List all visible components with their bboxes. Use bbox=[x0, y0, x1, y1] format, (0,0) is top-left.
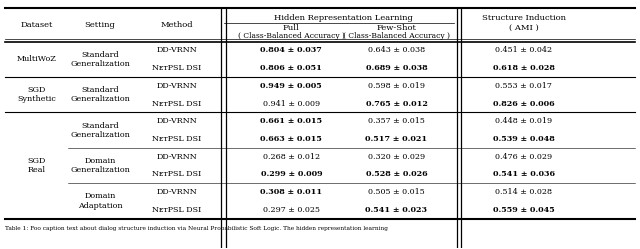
Text: 0.618 ± 0.028: 0.618 ± 0.028 bbox=[493, 64, 555, 72]
Text: NᴇᴛPSL DSI: NᴇᴛPSL DSI bbox=[152, 206, 201, 214]
Text: NᴇᴛPSL DSI: NᴇᴛPSL DSI bbox=[152, 171, 201, 179]
Text: ( Class-Balanced Accuracy ): ( Class-Balanced Accuracy ) bbox=[343, 32, 450, 40]
Text: 0.357 ± 0.015: 0.357 ± 0.015 bbox=[368, 117, 425, 125]
Text: Table 1: Foo caption text about dialog structure induction via Neural Probabilis: Table 1: Foo caption text about dialog s… bbox=[4, 226, 387, 231]
Text: Full: Full bbox=[283, 24, 300, 32]
Text: 0.297 ± 0.025: 0.297 ± 0.025 bbox=[263, 206, 320, 214]
Text: 0.553 ± 0.017: 0.553 ± 0.017 bbox=[495, 82, 552, 90]
Text: 0.539 ± 0.048: 0.539 ± 0.048 bbox=[493, 135, 555, 143]
Text: 0.528 ± 0.026: 0.528 ± 0.026 bbox=[365, 171, 428, 179]
Text: 0.661 ± 0.015: 0.661 ± 0.015 bbox=[260, 117, 323, 125]
Text: 0.541 ± 0.023: 0.541 ± 0.023 bbox=[365, 206, 428, 214]
Text: 0.541 ± 0.036: 0.541 ± 0.036 bbox=[493, 171, 555, 179]
Text: 0.826 ± 0.006: 0.826 ± 0.006 bbox=[493, 100, 555, 108]
Text: MultiWoZ: MultiWoZ bbox=[17, 55, 56, 63]
Text: 0.268 ± 0.012: 0.268 ± 0.012 bbox=[263, 153, 320, 161]
Text: 0.505 ± 0.015: 0.505 ± 0.015 bbox=[368, 188, 425, 196]
Text: 0.941 ± 0.009: 0.941 ± 0.009 bbox=[263, 100, 320, 108]
Text: SGD
Synthetic: SGD Synthetic bbox=[17, 86, 56, 103]
Text: NᴇᴛPSL DSI: NᴇᴛPSL DSI bbox=[152, 135, 201, 143]
Text: 0.308 ± 0.011: 0.308 ± 0.011 bbox=[260, 188, 323, 196]
Text: 0.643 ± 0.038: 0.643 ± 0.038 bbox=[368, 46, 425, 54]
Text: 0.949 ± 0.005: 0.949 ± 0.005 bbox=[260, 82, 322, 90]
Text: 0.320 ± 0.029: 0.320 ± 0.029 bbox=[368, 153, 425, 161]
Text: DD-VRNN: DD-VRNN bbox=[156, 153, 197, 161]
Text: Standard
Generalization: Standard Generalization bbox=[70, 122, 130, 139]
Text: DD-VRNN: DD-VRNN bbox=[156, 46, 197, 54]
Text: 0.299 ± 0.009: 0.299 ± 0.009 bbox=[260, 171, 322, 179]
Text: Setting: Setting bbox=[84, 21, 116, 29]
Text: 0.598 ± 0.019: 0.598 ± 0.019 bbox=[368, 82, 425, 90]
Text: Dataset: Dataset bbox=[20, 21, 52, 29]
Text: Few-Shot: Few-Shot bbox=[376, 24, 417, 32]
Text: 0.476 ± 0.029: 0.476 ± 0.029 bbox=[495, 153, 552, 161]
Text: Domain
Generalization: Domain Generalization bbox=[70, 157, 130, 174]
Text: Standard
Generalization: Standard Generalization bbox=[70, 51, 130, 68]
Text: DD-VRNN: DD-VRNN bbox=[156, 188, 197, 196]
Text: SGD
Real: SGD Real bbox=[28, 157, 45, 174]
Text: DD-VRNN: DD-VRNN bbox=[156, 82, 197, 90]
Text: ( Class-Balanced Accuracy ): ( Class-Balanced Accuracy ) bbox=[238, 32, 345, 40]
Text: DD-VRNN: DD-VRNN bbox=[156, 117, 197, 125]
Text: Method: Method bbox=[160, 21, 193, 29]
Text: 0.765 ± 0.012: 0.765 ± 0.012 bbox=[365, 100, 428, 108]
Text: Domain
Adaptation: Domain Adaptation bbox=[78, 192, 122, 210]
Text: ( AMI ): ( AMI ) bbox=[509, 24, 539, 32]
Text: 0.804 ± 0.037: 0.804 ± 0.037 bbox=[260, 46, 322, 54]
Text: 0.451 ± 0.042: 0.451 ± 0.042 bbox=[495, 46, 552, 54]
Text: 0.559 ± 0.045: 0.559 ± 0.045 bbox=[493, 206, 555, 214]
Text: 0.448 ± 0.019: 0.448 ± 0.019 bbox=[495, 117, 552, 125]
Text: 0.663 ± 0.015: 0.663 ± 0.015 bbox=[260, 135, 323, 143]
Text: 0.806 ± 0.051: 0.806 ± 0.051 bbox=[260, 64, 323, 72]
Text: NᴇᴛPSL DSI: NᴇᴛPSL DSI bbox=[152, 100, 201, 108]
Text: NᴇᴛPSL DSI: NᴇᴛPSL DSI bbox=[152, 64, 201, 72]
Text: 0.689 ± 0.038: 0.689 ± 0.038 bbox=[365, 64, 428, 72]
Text: Hidden Representation Learning: Hidden Representation Learning bbox=[275, 14, 413, 22]
Text: Standard
Generalization: Standard Generalization bbox=[70, 86, 130, 103]
Text: 0.514 ± 0.028: 0.514 ± 0.028 bbox=[495, 188, 552, 196]
Text: Structure Induction: Structure Induction bbox=[482, 14, 566, 22]
Text: 0.517 ± 0.021: 0.517 ± 0.021 bbox=[365, 135, 428, 143]
